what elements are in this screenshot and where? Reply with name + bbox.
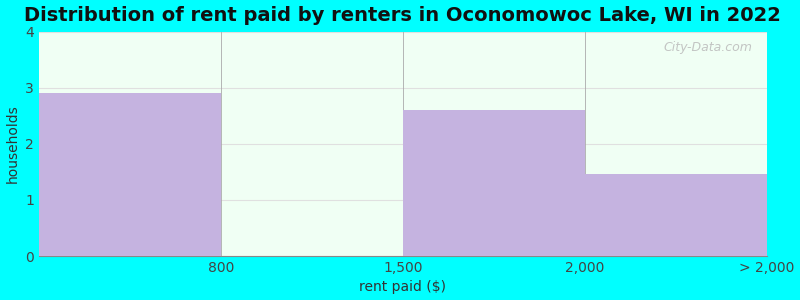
- X-axis label: rent paid ($): rent paid ($): [359, 280, 446, 294]
- Title: Distribution of rent paid by renters in Oconomowoc Lake, WI in 2022: Distribution of rent paid by renters in …: [24, 6, 782, 25]
- Bar: [403, 110, 585, 256]
- Y-axis label: households: households: [6, 104, 19, 183]
- Bar: [39, 93, 221, 256]
- Bar: [585, 174, 766, 256]
- Text: City-Data.com: City-Data.com: [663, 40, 752, 54]
